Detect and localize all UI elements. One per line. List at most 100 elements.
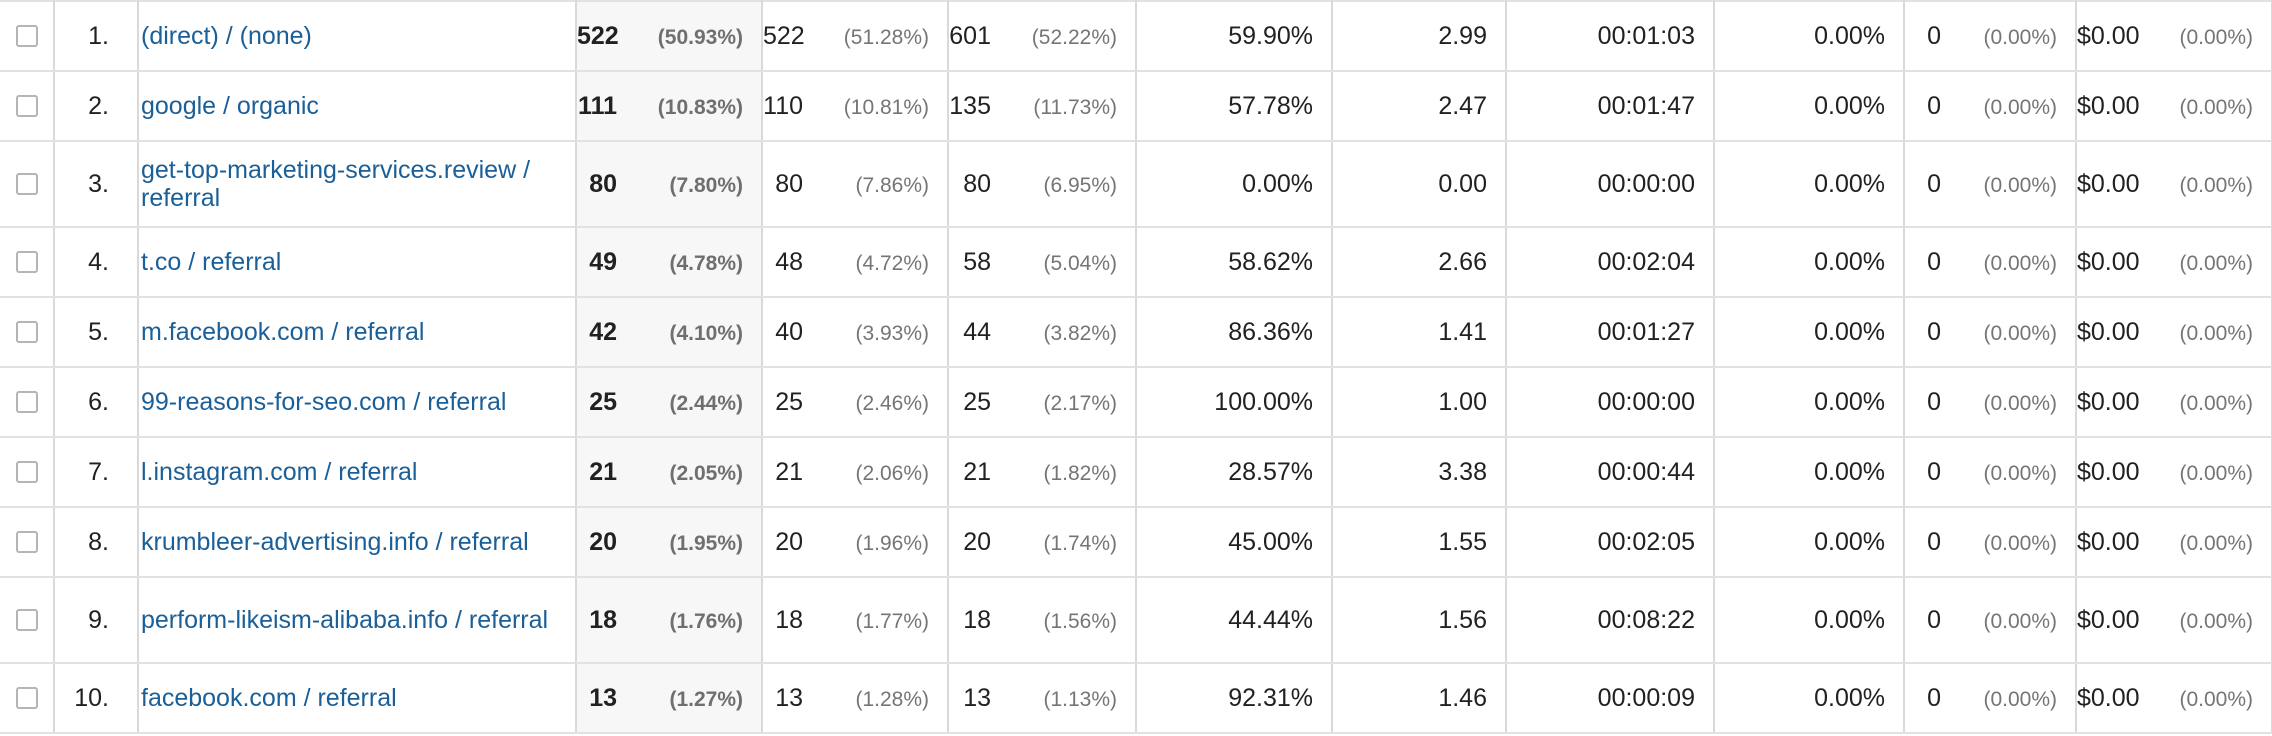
users-percent: (7.86%) <box>855 173 929 197</box>
source-medium-cell: 99-reasons-for-seo.com / referral <box>138 367 577 438</box>
row-checkbox[interactable] <box>15 687 38 709</box>
source-medium-link[interactable]: facebook.com / referral <box>141 684 397 712</box>
users-cell: 25 (2.46%) <box>762 367 949 438</box>
sessions-cell: 20 (1.95%) <box>576 507 763 578</box>
goal-completions-cell: 0 (0.00%) <box>1904 141 2077 228</box>
goal-completions-cell: 0 (0.00%) <box>1904 0 2077 72</box>
conversion-rate: 0.00% <box>1714 227 1905 298</box>
new-users-percent: (5.04%) <box>1043 251 1117 275</box>
table-row: 3. get-top-marketing-services.review / r… <box>0 141 2272 228</box>
row-checkbox[interactable] <box>15 25 38 47</box>
goal-value-value: $0.00 <box>2077 21 2140 50</box>
row-select-cell <box>0 297 55 368</box>
sessions-cell: 25 (2.44%) <box>576 367 763 438</box>
source-medium-cell: l.instagram.com / referral <box>138 437 577 508</box>
pages-per-session: 3.38 <box>1332 437 1507 508</box>
source-medium-cell: (direct) / (none) <box>138 0 577 72</box>
row-checkbox[interactable] <box>15 391 38 413</box>
source-medium-link[interactable]: (direct) / (none) <box>141 22 312 50</box>
source-medium-link[interactable]: t.co / referral <box>141 248 282 276</box>
table-row: 4. t.co / referral 49 (4.78%) 48 (4.72%)… <box>0 227 2272 298</box>
goal-value-cell: $0.00 (0.00%) <box>2076 437 2272 508</box>
row-checkbox[interactable] <box>15 321 38 343</box>
users-value: 48 <box>775 247 803 276</box>
new-users-cell: 20 (1.74%) <box>948 507 1137 578</box>
source-medium-link[interactable]: krumbleer-advertising.info / referral <box>141 528 529 556</box>
sessions-percent: (2.44%) <box>669 391 743 415</box>
sessions-cell: 42 (4.10%) <box>576 297 763 368</box>
row-checkbox[interactable] <box>15 95 38 117</box>
goal-value-cell: $0.00 (0.00%) <box>2076 0 2272 72</box>
row-select-cell <box>0 141 55 228</box>
conversion-rate: 0.00% <box>1714 437 1905 508</box>
sessions-percent: (7.80%) <box>669 173 743 197</box>
goal-completions-value: 0 <box>1927 317 1941 346</box>
sessions-value: 18 <box>589 605 617 634</box>
goal-completions-cell: 0 (0.00%) <box>1904 227 2077 298</box>
pages-per-session: 2.66 <box>1332 227 1507 298</box>
pages-per-session: 1.41 <box>1332 297 1507 368</box>
row-checkbox[interactable] <box>15 531 38 553</box>
users-cell: 20 (1.96%) <box>762 507 949 578</box>
row-index: 8. <box>54 507 139 578</box>
bounce-rate: 100.00% <box>1136 367 1333 438</box>
users-cell: 522 (51.28%) <box>762 0 949 72</box>
new-users-cell: 80 (6.95%) <box>948 141 1137 228</box>
users-value: 20 <box>775 527 803 556</box>
new-users-percent: (6.95%) <box>1043 173 1117 197</box>
new-users-value: 21 <box>963 457 991 486</box>
goal-value-cell: $0.00 (0.00%) <box>2076 577 2272 664</box>
users-cell: 18 (1.77%) <box>762 577 949 664</box>
bounce-rate: 92.31% <box>1136 663 1333 734</box>
source-medium-link[interactable]: get-top-marketing-services.review / refe… <box>141 156 531 212</box>
sessions-cell: 13 (1.27%) <box>576 663 763 734</box>
new-users-percent: (11.73%) <box>1033 95 1117 119</box>
avg-session-duration: 00:01:03 <box>1506 0 1715 72</box>
row-checkbox[interactable] <box>15 461 38 483</box>
row-checkbox[interactable] <box>15 251 38 273</box>
goal-completions-percent: (0.00%) <box>1983 95 2057 119</box>
goal-completions-value: 0 <box>1927 21 1941 50</box>
source-medium-cell: get-top-marketing-services.review / refe… <box>138 141 577 228</box>
row-checkbox[interactable] <box>15 173 38 195</box>
bounce-rate: 44.44% <box>1136 577 1333 664</box>
goal-value-cell: $0.00 (0.00%) <box>2076 71 2272 142</box>
goal-completions-cell: 0 (0.00%) <box>1904 437 2077 508</box>
goal-value-value: $0.00 <box>2077 527 2140 556</box>
new-users-percent: (1.56%) <box>1043 609 1117 633</box>
new-users-value: 135 <box>949 91 991 120</box>
goal-value-percent: (0.00%) <box>2179 251 2253 275</box>
row-index: 6. <box>54 367 139 438</box>
new-users-percent: (1.74%) <box>1043 531 1117 555</box>
new-users-cell: 13 (1.13%) <box>948 663 1137 734</box>
goal-value-percent: (0.00%) <box>2179 609 2253 633</box>
source-medium-link[interactable]: 99-reasons-for-seo.com / referral <box>141 388 507 416</box>
sessions-percent: (4.78%) <box>669 251 743 275</box>
source-medium-link[interactable]: m.facebook.com / referral <box>141 318 425 346</box>
pages-per-session: 0.00 <box>1332 141 1507 228</box>
conversion-rate: 0.00% <box>1714 141 1905 228</box>
new-users-value: 25 <box>963 387 991 416</box>
goal-value-value: $0.00 <box>2077 457 2140 486</box>
users-percent: (1.77%) <box>855 609 929 633</box>
source-medium-cell: m.facebook.com / referral <box>138 297 577 368</box>
users-percent: (1.28%) <box>855 687 929 711</box>
avg-session-duration: 00:00:00 <box>1506 141 1715 228</box>
conversion-rate: 0.00% <box>1714 367 1905 438</box>
goal-value-value: $0.00 <box>2077 387 2140 416</box>
new-users-value: 601 <box>949 21 991 50</box>
row-checkbox[interactable] <box>15 609 38 631</box>
conversion-rate: 0.00% <box>1714 577 1905 664</box>
source-medium-link[interactable]: perform-likeism-alibaba.info / referral <box>141 606 549 634</box>
bounce-rate: 57.78% <box>1136 71 1333 142</box>
sessions-percent: (4.10%) <box>669 321 743 345</box>
new-users-percent: (2.17%) <box>1043 391 1117 415</box>
goal-completions-percent: (0.00%) <box>1983 687 2057 711</box>
source-medium-link[interactable]: l.instagram.com / referral <box>141 458 418 486</box>
row-select-cell <box>0 0 55 72</box>
source-medium-link[interactable]: google / organic <box>141 92 319 120</box>
goal-value-cell: $0.00 (0.00%) <box>2076 367 2272 438</box>
goal-value-percent: (0.00%) <box>2179 687 2253 711</box>
pages-per-session: 2.47 <box>1332 71 1507 142</box>
row-index: 10. <box>54 663 139 734</box>
